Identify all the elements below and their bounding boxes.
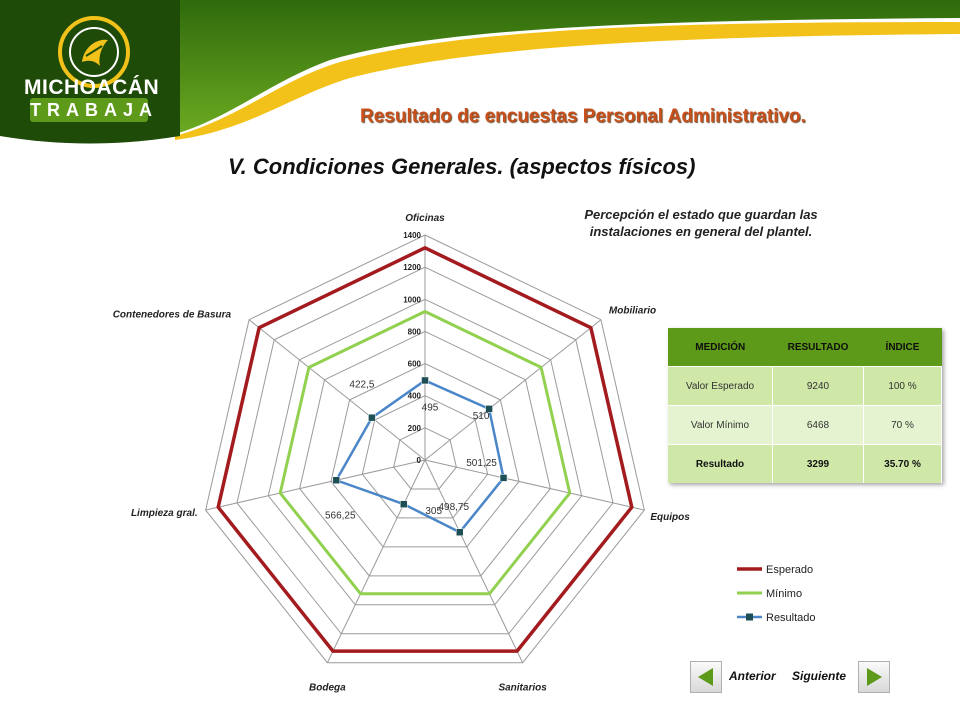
data-point [332, 476, 341, 485]
previous-button[interactable] [690, 661, 722, 693]
cell-medicion: Resultado [668, 444, 773, 483]
radial-tick-label: 0 [417, 456, 422, 465]
legend-label: Resultado [766, 612, 816, 624]
slide-title: Resultado de encuestas Personal Administ… [360, 106, 806, 127]
series-esperado [216, 246, 634, 653]
cell-indice: 70 % [863, 405, 942, 445]
brand-subtitle: TRABAJA [30, 98, 159, 122]
header-medicion: MEDICIÓN [668, 328, 773, 367]
radar-gridline [205, 234, 645, 664]
series-minimo [278, 310, 572, 596]
radial-tick-label: 400 [408, 392, 422, 401]
radial-tick-label: 1400 [403, 231, 421, 240]
cell-resultado: 6468 [772, 405, 864, 445]
data-label: 498,75 [438, 502, 469, 513]
radar-gridline [393, 427, 457, 490]
category-label: Equipos [650, 512, 690, 523]
header-resultado: RESULTADO [772, 328, 864, 367]
radar-gridline [236, 266, 614, 635]
radial-tick-label: 800 [408, 327, 422, 336]
summary-table: MEDICIÓN RESULTADO ÍNDICE Valor Esperado… [668, 328, 942, 483]
data-label: 305 [425, 506, 442, 517]
data-point [421, 376, 429, 385]
category-label: Mobiliario [609, 306, 656, 317]
series-resultado [335, 379, 505, 534]
radial-tick-label: 1000 [403, 295, 421, 304]
category-label: Bodega [309, 683, 346, 694]
category-label: Contenedores de Basura [113, 310, 232, 321]
radar-gridline [299, 330, 551, 577]
cell-indice: 35.70 % [863, 444, 942, 483]
cell-resultado: 9240 [772, 366, 864, 406]
arrow-left-icon [698, 668, 713, 686]
cell-indice: 100 % [863, 366, 942, 406]
radar-spoke [248, 319, 426, 461]
header-indice: ÍNDICE [863, 328, 942, 367]
radial-tick-label: 600 [408, 360, 422, 369]
radar-spoke [424, 459, 645, 511]
category-label: Oficinas [405, 213, 445, 224]
radar-gridline [361, 395, 489, 519]
radar-spoke [424, 319, 602, 461]
radar-spoke [326, 459, 426, 663]
radar-spoke [205, 459, 426, 511]
next-button[interactable] [858, 661, 890, 693]
data-label: 566,25 [325, 510, 356, 521]
brand-name: MICHOACÁN [24, 76, 160, 99]
cell-medicion: Valor Esperado [668, 366, 773, 406]
data-point [399, 500, 408, 508]
logo-seal-icon [58, 16, 130, 88]
data-label: 510 [473, 411, 490, 422]
cell-resultado: 3299 [772, 444, 864, 483]
radar-gridline [330, 363, 520, 548]
category-label: Limpieza gral. [131, 508, 198, 519]
perception-note: Percepción el estado que guardan las ins… [584, 207, 818, 239]
legend-label: Esperado [766, 564, 813, 576]
next-label[interactable]: Siguiente [792, 669, 847, 683]
data-label: 422,5 [349, 380, 374, 391]
cell-medicion: Valor Mínimo [668, 405, 773, 445]
category-label: Sanitarios [498, 683, 547, 694]
radar-chart: 0 200 400 600 800 1000 1200 1400 Oficinas Mobilia… [113, 213, 816, 694]
previous-label[interactable]: Anterior [729, 669, 776, 683]
radar-gridline [267, 298, 583, 606]
data-point [456, 528, 464, 536]
legend-marker [746, 613, 753, 621]
data-label: 495 [422, 402, 439, 413]
data-point [368, 413, 376, 422]
data-point [485, 405, 493, 413]
table-row: Resultado 3299 35.70 % [668, 444, 942, 483]
table-row: Valor Esperado 9240 100 % [668, 366, 942, 406]
table-row: Valor Mínimo 6468 70 % [668, 405, 942, 445]
legend-label: Mínimo [766, 588, 802, 600]
section-title: V. Condiciones Generales. (aspectos físi… [228, 154, 696, 179]
data-label: 501,25 [466, 458, 497, 469]
data-point [499, 474, 508, 482]
arrow-right-icon [867, 668, 882, 686]
radial-tick-label: 200 [408, 424, 422, 433]
radar-spoke [424, 459, 524, 663]
radial-tick-label: 1200 [403, 263, 421, 272]
